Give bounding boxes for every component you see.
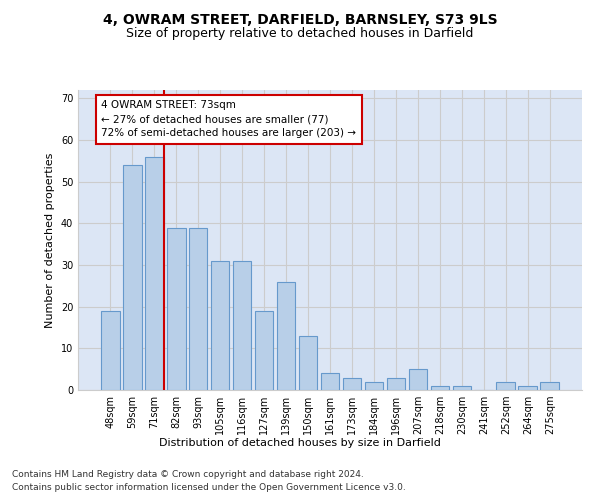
- Bar: [299, 336, 317, 390]
- Bar: [211, 261, 229, 390]
- Text: Distribution of detached houses by size in Darfield: Distribution of detached houses by size …: [159, 438, 441, 448]
- Text: 4 OWRAM STREET: 73sqm
← 27% of detached houses are smaller (77)
72% of semi-deta: 4 OWRAM STREET: 73sqm ← 27% of detached …: [101, 100, 356, 138]
- Bar: [386, 378, 405, 390]
- Text: Contains HM Land Registry data © Crown copyright and database right 2024.: Contains HM Land Registry data © Crown c…: [12, 470, 364, 479]
- Bar: [167, 228, 185, 390]
- Text: 4, OWRAM STREET, DARFIELD, BARNSLEY, S73 9LS: 4, OWRAM STREET, DARFIELD, BARNSLEY, S73…: [103, 12, 497, 26]
- Bar: [518, 386, 537, 390]
- Bar: [496, 382, 515, 390]
- Bar: [123, 165, 142, 390]
- Bar: [145, 156, 164, 390]
- Text: Size of property relative to detached houses in Darfield: Size of property relative to detached ho…: [127, 28, 473, 40]
- Bar: [189, 228, 208, 390]
- Bar: [431, 386, 449, 390]
- Y-axis label: Number of detached properties: Number of detached properties: [45, 152, 55, 328]
- Bar: [541, 382, 559, 390]
- Bar: [320, 374, 340, 390]
- Bar: [101, 311, 119, 390]
- Bar: [409, 369, 427, 390]
- Bar: [365, 382, 383, 390]
- Bar: [277, 282, 295, 390]
- Bar: [452, 386, 471, 390]
- Text: Contains public sector information licensed under the Open Government Licence v3: Contains public sector information licen…: [12, 482, 406, 492]
- Bar: [343, 378, 361, 390]
- Bar: [255, 311, 274, 390]
- Bar: [233, 261, 251, 390]
